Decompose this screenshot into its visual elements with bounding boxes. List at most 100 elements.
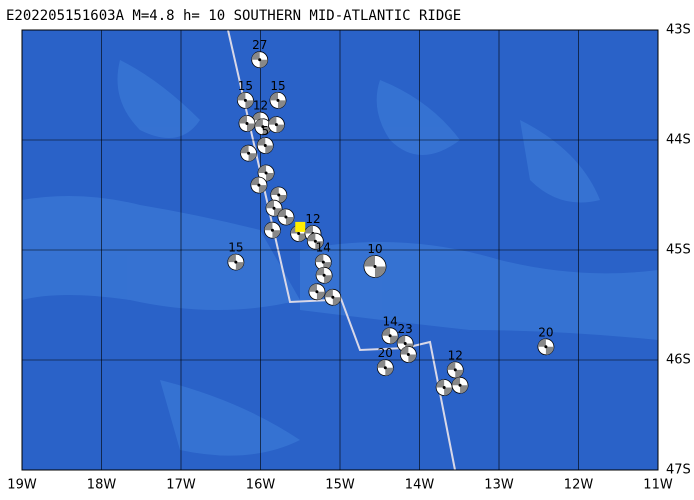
lon-label: 17W xyxy=(166,478,196,493)
focal-mechanism xyxy=(250,176,268,194)
focal-mechanism xyxy=(446,361,464,379)
beachball-center xyxy=(263,144,267,147)
focal-mechanism xyxy=(435,379,453,396)
beachball-quadrant xyxy=(452,377,469,394)
lat-label: 45S xyxy=(666,243,691,258)
beachball-center xyxy=(257,183,261,187)
beachball-center xyxy=(403,342,407,345)
beachball-quadrant xyxy=(258,165,275,181)
depth-label: 14 xyxy=(382,314,397,328)
beachball-quadrant xyxy=(250,177,267,194)
main-event xyxy=(295,221,306,232)
focal-mechanism xyxy=(267,116,285,133)
depth-label: 14 xyxy=(316,241,331,255)
focal-mechanism xyxy=(277,208,295,226)
beachball-quadrant xyxy=(307,233,324,250)
focal-mechanism xyxy=(306,232,324,250)
focal-mechanism xyxy=(324,288,342,306)
focal-mechanism xyxy=(254,118,272,136)
beachball-quadrant xyxy=(447,361,464,378)
lon-label: 11W xyxy=(643,478,673,493)
beachball-center xyxy=(245,122,249,125)
depth-label: 23 xyxy=(398,322,413,336)
beachball-center xyxy=(234,260,238,264)
focal-mechanism xyxy=(376,359,394,377)
beachball-center xyxy=(264,171,268,175)
beachball-quadrant xyxy=(308,283,325,300)
beachball-center xyxy=(453,368,457,372)
map-title: E202205151603A M=4.8 h= 10 SOUTHERN MID-… xyxy=(6,8,461,24)
beachball-center xyxy=(544,345,548,349)
beachball-quadrant xyxy=(316,267,333,284)
lat-label: 46S xyxy=(666,353,691,368)
focal-mechanism xyxy=(269,92,287,109)
depth-label: 20 xyxy=(538,325,553,339)
beachball-quadrant xyxy=(270,187,287,203)
lat-label: 43S xyxy=(666,23,691,38)
focal-mechanism xyxy=(315,266,333,284)
beachball-quadrant xyxy=(382,327,399,344)
focal-mechanism xyxy=(451,376,469,394)
beachball-quadrant xyxy=(363,255,386,278)
depth-label: 15 xyxy=(270,79,285,93)
beachball-center xyxy=(388,334,392,338)
beachball-quadrant xyxy=(315,254,332,271)
lat-label: 44S xyxy=(666,133,691,148)
beachball-center xyxy=(272,206,276,210)
beachball-center xyxy=(247,151,251,155)
focal-mechanism xyxy=(251,51,269,69)
focal-mechanism xyxy=(381,327,399,345)
beachball-center xyxy=(321,260,325,264)
beachball-center xyxy=(243,98,247,102)
ridge xyxy=(227,29,456,471)
beachball-center xyxy=(277,193,281,197)
beachball-center xyxy=(331,295,335,299)
beachball-quadrant xyxy=(254,118,271,135)
beachball-center xyxy=(258,58,262,62)
focal-mechanism xyxy=(537,338,555,356)
focal-mechanism xyxy=(265,199,283,217)
beachball-quadrant xyxy=(227,254,244,271)
map-frame xyxy=(21,29,659,471)
focal-mechanism xyxy=(363,255,387,278)
beachball-center xyxy=(274,123,278,127)
beachball-quadrant xyxy=(277,209,294,225)
focal-mechanism xyxy=(264,221,281,239)
beachball-center xyxy=(315,290,319,294)
depth-label: 20 xyxy=(378,346,393,360)
beachball-center xyxy=(313,239,317,243)
depth-label: 15 xyxy=(238,79,253,93)
lon-label: 13W xyxy=(484,478,514,493)
focal-mechanism xyxy=(240,144,257,162)
lat-label: 47S xyxy=(666,463,691,478)
beachball-quadrant xyxy=(290,225,307,242)
beachball-center xyxy=(284,215,288,219)
focal-mechanism xyxy=(308,283,326,301)
lon-label: 12W xyxy=(564,478,594,493)
focal-mechanism xyxy=(227,253,245,271)
beachball-center xyxy=(383,366,387,370)
lon-label: 14W xyxy=(405,478,435,493)
beachball-center xyxy=(270,228,274,232)
lon-label: 16W xyxy=(246,478,276,493)
lon-label: 18W xyxy=(87,478,117,493)
depth-label: 10 xyxy=(367,242,382,256)
focal-mechanism xyxy=(238,115,256,132)
beachball-quadrant xyxy=(238,115,255,132)
beachball-quadrant xyxy=(324,289,341,306)
focal-mechanism xyxy=(236,92,254,109)
beachball-quadrant xyxy=(257,137,274,154)
depth-label: 12 xyxy=(448,348,463,362)
beachball-quadrant xyxy=(237,92,254,109)
focal-mechanism xyxy=(399,346,417,363)
beachball-center xyxy=(276,98,280,102)
focal-mechanism xyxy=(256,137,274,154)
focal-mechanism xyxy=(314,253,332,271)
beachball-quadrant xyxy=(269,92,286,109)
beachball-center xyxy=(442,386,446,389)
focal-mechanism xyxy=(257,164,275,182)
bathymetry xyxy=(22,60,658,456)
beachball-quadrant xyxy=(537,338,554,355)
beachball-center xyxy=(406,353,410,356)
